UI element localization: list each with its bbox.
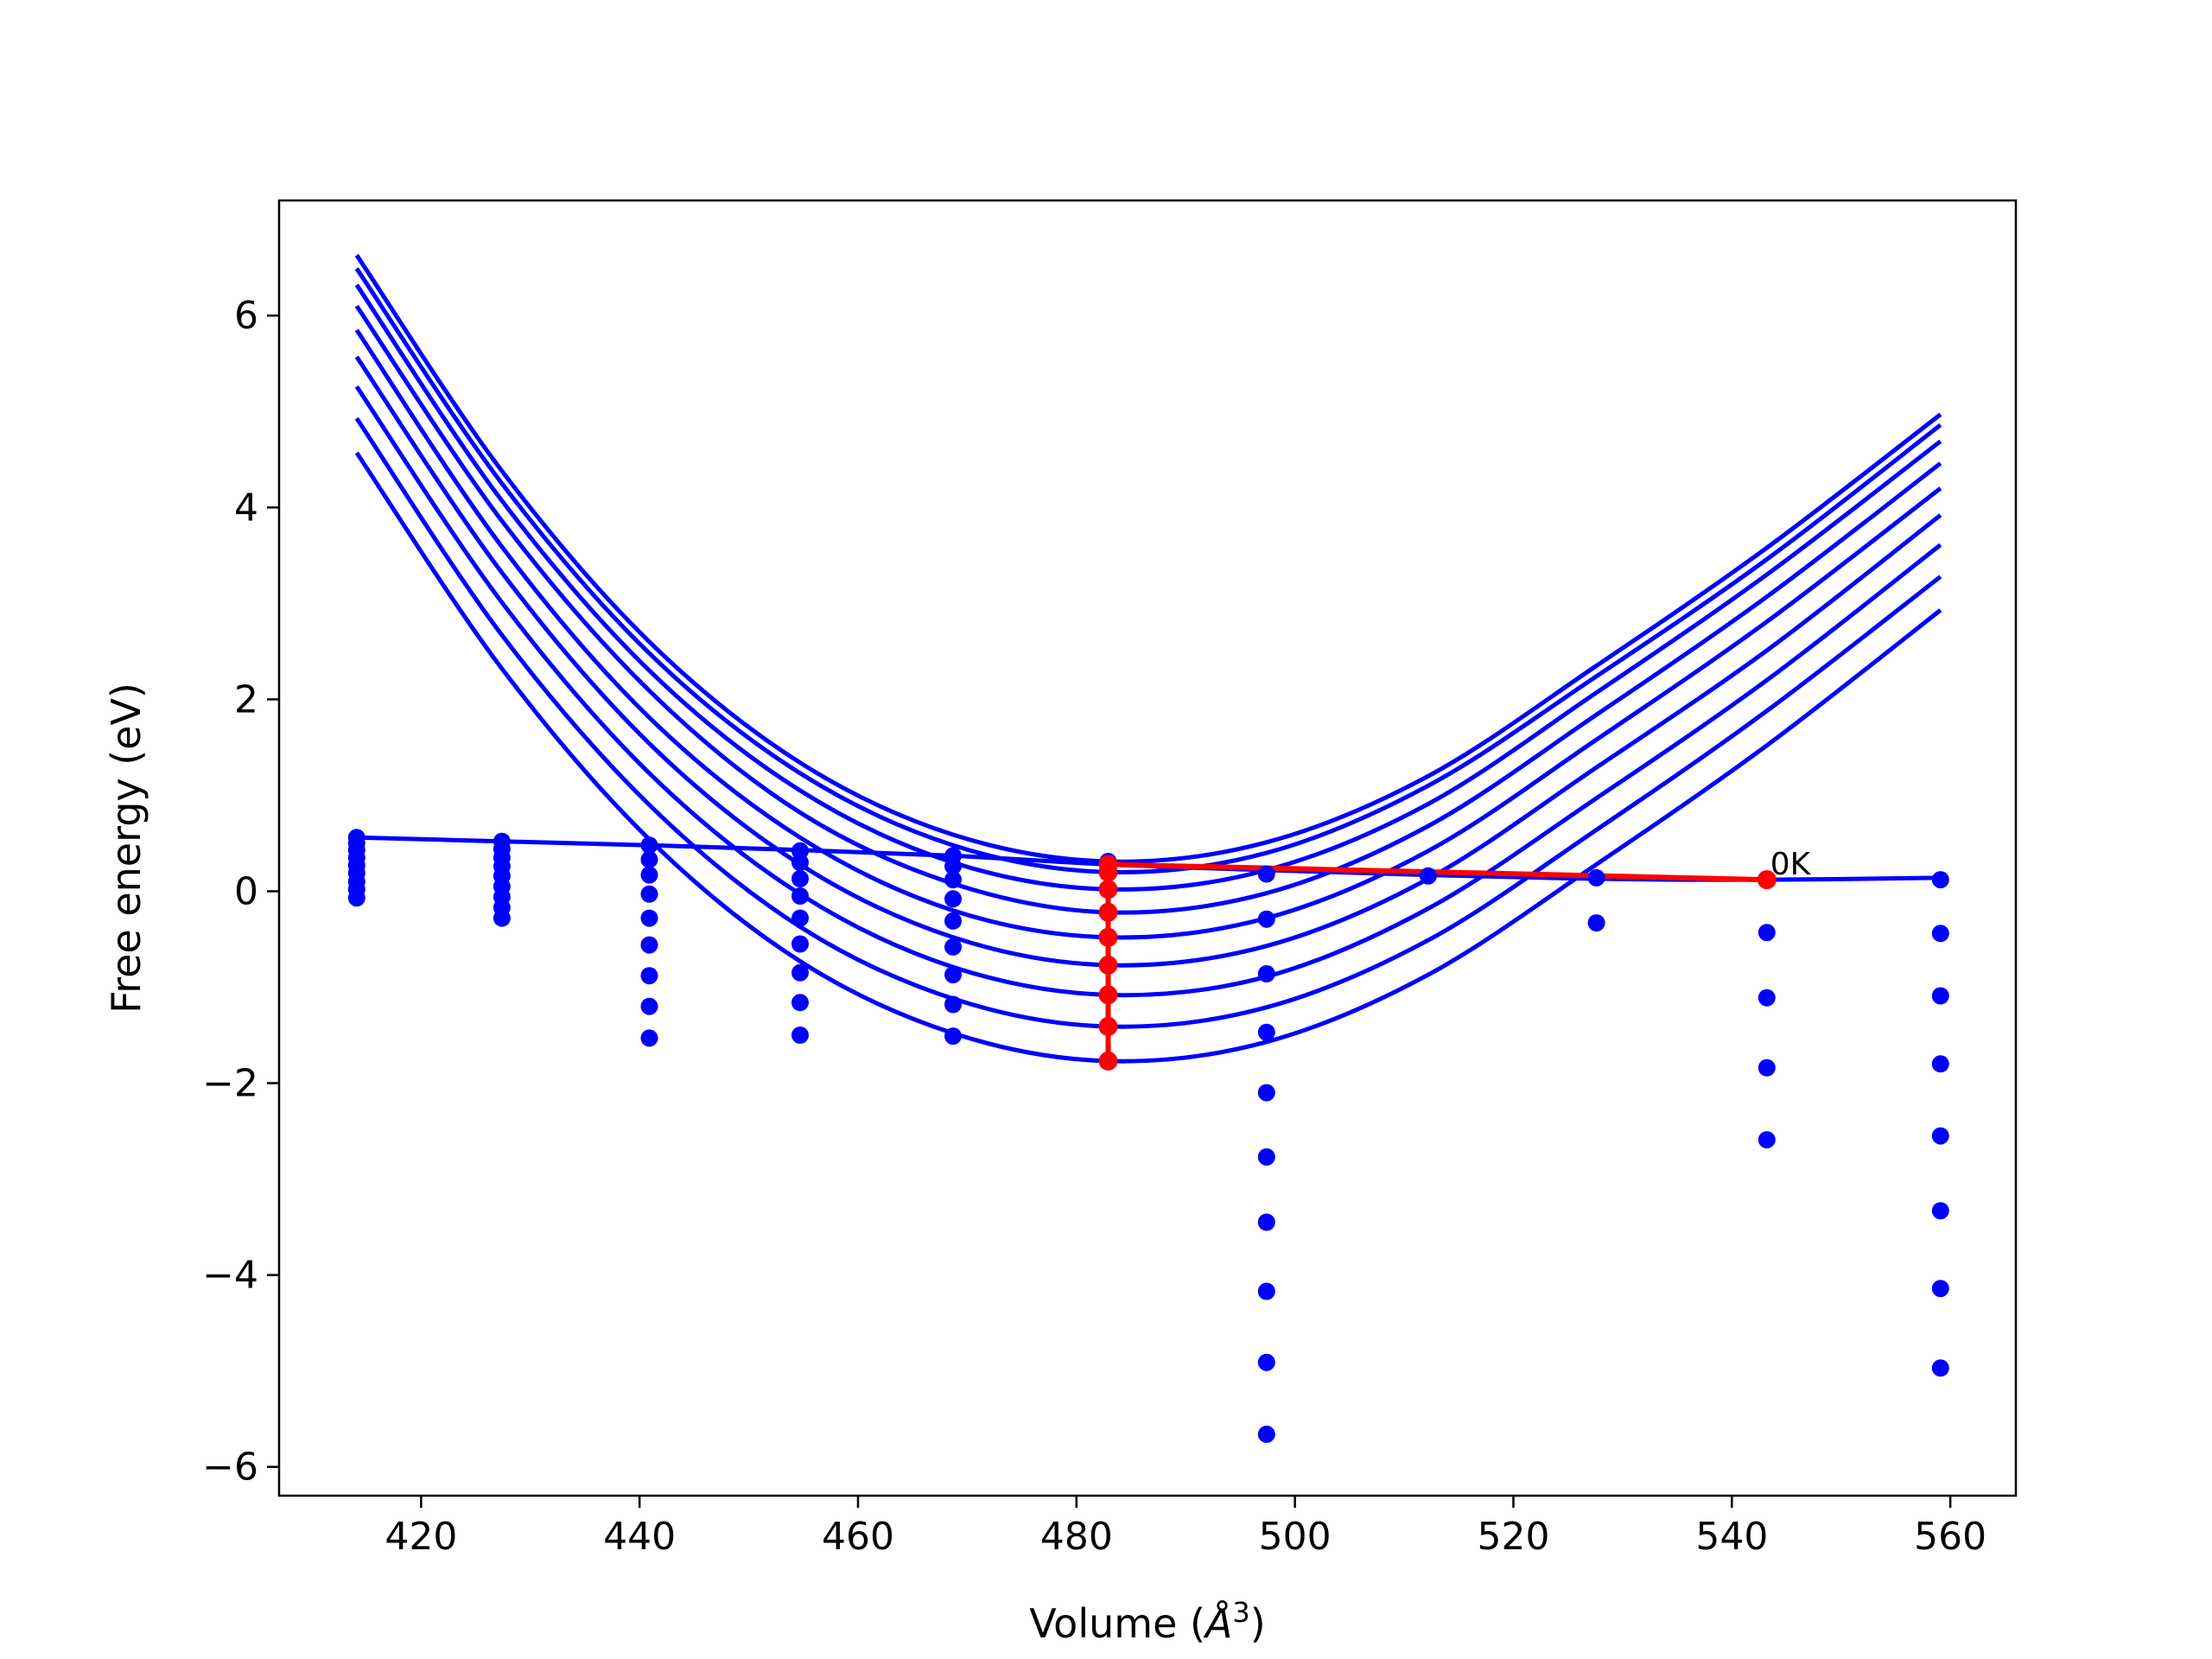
data-point-2-8: [640, 1029, 658, 1047]
data-point-4-1: [944, 857, 962, 875]
data-point-3-7: [791, 994, 809, 1012]
data-point-9-2: [1758, 988, 1776, 1007]
data-point-6-5: [1257, 1148, 1275, 1166]
data-point-4-7: [944, 995, 962, 1014]
data-point-10-6: [1931, 1280, 1949, 1298]
x-tick-label-3: 480: [1040, 1515, 1113, 1559]
y-tick-label-5: 4: [234, 486, 258, 530]
data-point-2-7: [640, 997, 658, 1015]
x-tick-label-1: 440: [603, 1515, 676, 1559]
minimum-point-7: [1098, 985, 1118, 1005]
y-ticks: −6 −4 −2 0 2 4 6: [202, 294, 279, 1490]
data-point-9-1: [1758, 924, 1776, 942]
minimum-point-0: [1757, 870, 1777, 890]
series-curve-4: [354, 304, 1942, 915]
data-point-2-1: [640, 850, 658, 868]
data-point-4-5: [944, 938, 962, 956]
data-point-10-4: [1931, 1127, 1949, 1145]
data-point-6-1: [1257, 910, 1275, 928]
y-tick-label-1: −4: [202, 1254, 258, 1298]
data-point-3-3: [791, 887, 809, 905]
data-point-4-2: [944, 871, 962, 889]
minimum-point-9: [1098, 1052, 1118, 1071]
data-point-9-4: [1758, 1131, 1776, 1149]
data-point-10-7: [1931, 1359, 1949, 1377]
x-tick-label-6: 540: [1695, 1515, 1768, 1559]
minimum-point-8: [1098, 1017, 1118, 1036]
data-point-0-8: [347, 889, 365, 907]
series-curve-1: [354, 253, 1942, 864]
minimum-point-4: [1098, 902, 1118, 922]
data-point-3-6: [791, 963, 809, 982]
data-point-10-3: [1931, 1055, 1949, 1073]
data-point-6-3: [1257, 1023, 1275, 1041]
x-tick-label-4: 500: [1259, 1515, 1332, 1559]
x-tick-label-7: 560: [1914, 1515, 1986, 1559]
data-point-1-8: [493, 909, 511, 927]
data-point-10-1: [1931, 925, 1949, 943]
x-tick-label-2: 460: [822, 1515, 894, 1559]
annotation-0k: 0K: [1770, 847, 1812, 882]
curves-layer: [354, 253, 1942, 1064]
data-point-8-0: [1587, 868, 1605, 887]
minimum-path-line: [1105, 861, 1767, 1061]
data-point-4-6: [944, 966, 962, 984]
y-tick-label-3: 0: [234, 869, 258, 913]
data-point-3-1: [791, 854, 809, 872]
series-curve-7: [354, 385, 1942, 998]
data-point-3-4: [791, 909, 809, 927]
data-point-8-1: [1587, 914, 1605, 932]
y-tick-label-2: −2: [202, 1062, 258, 1106]
minimum-point-5: [1098, 927, 1118, 947]
x-tick-label-0: 420: [385, 1515, 457, 1559]
data-point-10-2: [1931, 987, 1949, 1005]
y-tick-label-0: −6: [202, 1446, 258, 1490]
y-axis-label: Free energy (eV): [103, 683, 149, 1014]
data-point-10-0: [1931, 871, 1949, 889]
data-point-7-0: [1419, 867, 1437, 885]
data-point-2-4: [640, 909, 658, 927]
y-tick-label-4: 2: [234, 677, 258, 721]
y-tick-label-6: 6: [234, 294, 258, 338]
minimum-point-3: [1098, 880, 1118, 899]
data-point-9-3: [1758, 1058, 1776, 1077]
minimum-point-2: [1098, 862, 1118, 882]
x-ticks: 420 440 460 480 500 520 540 560: [385, 1496, 1986, 1559]
minimum-path-layer: [1105, 861, 1767, 1061]
data-point-2-5: [640, 936, 658, 954]
data-point-10-5: [1931, 1202, 1949, 1220]
points-layer: [347, 829, 1949, 1443]
x-tick-label-5: 520: [1477, 1515, 1549, 1559]
data-point-6-7: [1257, 1282, 1275, 1300]
data-point-6-9: [1257, 1425, 1275, 1443]
data-point-6-2: [1257, 965, 1275, 982]
data-point-4-8: [944, 1027, 962, 1046]
data-point-2-6: [640, 967, 658, 985]
data-point-2-2: [640, 866, 658, 884]
data-point-3-2: [791, 870, 809, 887]
data-point-6-8: [1257, 1353, 1275, 1371]
x-axis-label: Volume (Å3): [1029, 1596, 1265, 1647]
data-point-3-5: [791, 935, 809, 953]
data-point-3-8: [791, 1027, 809, 1044]
data-point-4-4: [944, 912, 962, 930]
minimum-point-6: [1098, 956, 1118, 975]
data-point-2-0: [640, 836, 658, 855]
data-point-4-3: [944, 890, 962, 908]
data-point-6-4: [1257, 1084, 1275, 1102]
plot-frame: [277, 199, 2018, 1497]
data-point-6-6: [1257, 1213, 1275, 1231]
data-point-6-0: [1257, 865, 1275, 883]
data-point-2-3: [640, 885, 658, 903]
